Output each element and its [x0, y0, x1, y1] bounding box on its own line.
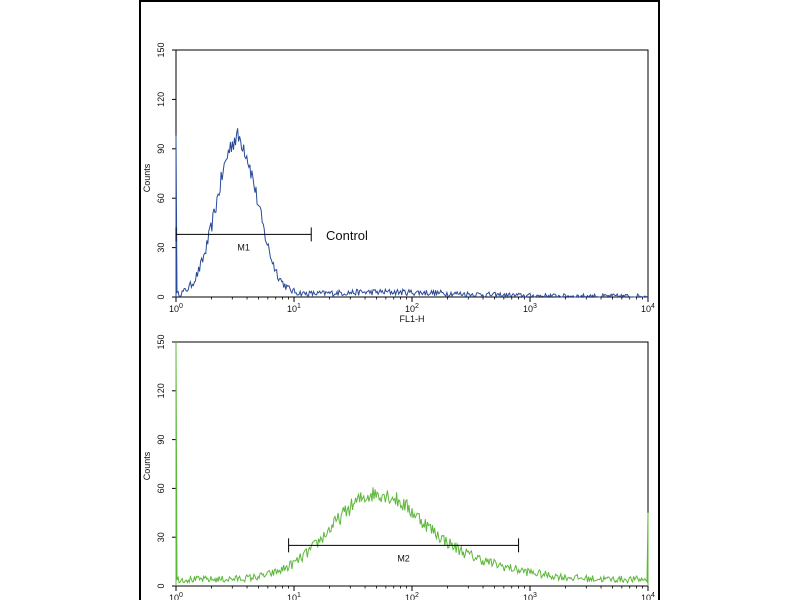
gate-label: M1 — [237, 242, 250, 252]
x-axis-title-control: FL1-H — [399, 314, 424, 324]
y-ticks-sample: 0 30 60 90 120 150 — [156, 334, 176, 589]
plot-area-sample — [175, 341, 649, 587]
y-tick-label: 120 — [156, 92, 166, 107]
x-tick-label: 103 — [523, 303, 537, 314]
x-ticks-control: 100 101 102 103 104 — [169, 297, 655, 314]
x-tick-label: 102 — [405, 592, 419, 600]
histogram-sample: Counts 0 30 60 90 120 150 100 101 102 103 104 M2 — [142, 334, 655, 600]
x-tick-label: 100 — [169, 592, 183, 600]
y-tick-label: 30 — [156, 532, 166, 542]
gate-m2: M2 — [288, 538, 520, 563]
y-tick-label: 90 — [156, 144, 166, 154]
y-axis-title-control: Counts — [142, 163, 152, 192]
y-axis-title-sample: Counts — [142, 451, 152, 480]
x-tick-label: 104 — [641, 303, 655, 314]
histogram-line-sample — [175, 341, 649, 586]
y-tick-label: 90 — [156, 435, 166, 445]
y-tick-label: 30 — [156, 243, 166, 253]
y-tick-label: 0 — [156, 583, 166, 588]
y-tick-label: 60 — [156, 483, 166, 493]
figure-frame — [139, 0, 660, 600]
y-tick-label: 0 — [156, 294, 166, 299]
x-tick-label: 103 — [523, 592, 537, 600]
control-annotation: Control — [326, 228, 368, 243]
x-tick-label: 101 — [287, 592, 301, 600]
x-tick-label: 101 — [287, 303, 301, 314]
plot-area-control — [175, 49, 649, 298]
y-tick-label: 60 — [156, 193, 166, 203]
x-tick-label: 102 — [405, 303, 419, 314]
x-tick-label: 104 — [641, 592, 655, 600]
gate-m1: M1 — [175, 227, 312, 252]
y-ticks-control: 0 30 60 90 120 150 — [156, 42, 176, 300]
y-tick-label: 120 — [156, 383, 166, 398]
y-tick-label: 150 — [156, 334, 166, 349]
x-ticks-sample: 100 101 102 103 104 — [169, 586, 655, 600]
histogram-line-control — [175, 128, 649, 299]
gate-label: M2 — [397, 553, 410, 563]
x-tick-label: 100 — [169, 303, 183, 314]
y-tick-label: 150 — [156, 42, 166, 57]
